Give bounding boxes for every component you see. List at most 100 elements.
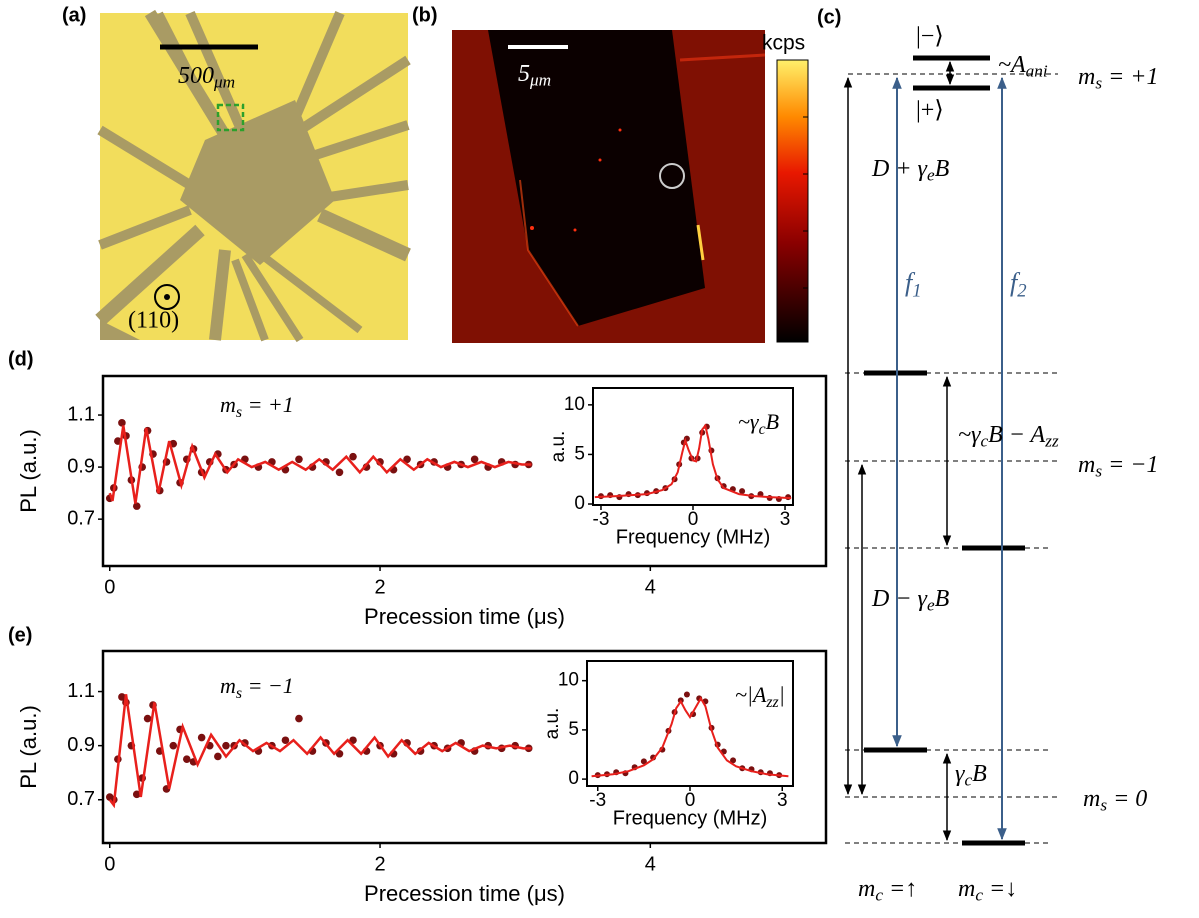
subscript: zz — [765, 694, 778, 711]
math-label: ~|Azz| — [735, 682, 785, 711]
data-point — [683, 691, 690, 698]
math-text: m — [1078, 452, 1095, 478]
x-tick-label: 4 — [645, 853, 656, 875]
data-point — [349, 452, 357, 461]
data-point — [730, 757, 737, 764]
panel-label: (a) — [62, 4, 86, 26]
math-text: ~A — [998, 52, 1026, 78]
math-text: 5 — [518, 61, 530, 87]
subscript: s — [236, 685, 242, 702]
data-point — [281, 736, 290, 745]
math-text: B — [972, 761, 987, 787]
math-text: B — [935, 156, 950, 182]
x-tick-label: 3 — [780, 509, 791, 530]
fit-line — [108, 425, 532, 504]
data-point — [470, 455, 479, 464]
data-point — [169, 741, 178, 750]
math-text: =↓ — [983, 876, 1017, 902]
panel-label: (d) — [8, 348, 34, 370]
math-text: γ — [955, 761, 965, 787]
data-point — [132, 790, 141, 799]
y-axis-label: PL (a.u.) — [16, 429, 41, 513]
math-text: m — [220, 392, 236, 417]
fit-line — [594, 423, 792, 500]
math-label: ~γcB — [738, 409, 779, 438]
plot-frame — [592, 387, 794, 506]
y-tick-label: 0 — [574, 493, 585, 514]
subscript: s — [1100, 796, 1107, 815]
subscript: s — [1095, 74, 1102, 93]
math-label: |−⟩ — [916, 24, 944, 50]
math-text: = +1 — [1102, 64, 1158, 90]
level-guides — [845, 73, 1058, 844]
math-text: ~|A — [735, 682, 767, 707]
subscript: s — [1095, 462, 1102, 481]
y-tick-label: 10 — [558, 670, 579, 691]
math-text: = −1 — [242, 673, 294, 698]
subscript: 1 — [912, 281, 921, 302]
pl-map — [452, 30, 766, 343]
y-tick-label: 5 — [574, 443, 585, 464]
optical-image — [95, 9, 411, 343]
y-tick-label: 5 — [568, 719, 579, 740]
x-tick-label: 0 — [688, 509, 699, 530]
math-label: ~Aani — [998, 52, 1048, 81]
math-text: D + γ — [871, 156, 928, 182]
y-tick-label: 0.9 — [67, 734, 95, 756]
math-text: ~γ — [958, 422, 981, 448]
x-axis-label: Frequency (MHz) — [616, 526, 770, 548]
math-label: ms = −1 — [1078, 452, 1158, 481]
subscript: c — [980, 432, 988, 451]
colorbar-ticks — [803, 116, 808, 289]
subscript: μm — [529, 71, 551, 90]
math-label: ms = −1 — [220, 673, 294, 702]
panel-label: (b) — [412, 4, 438, 26]
subscript: ani — [1026, 62, 1048, 81]
data-point — [640, 758, 647, 765]
x-axis-label: Precession time (μs) — [364, 604, 565, 629]
roi-box — [216, 103, 245, 132]
math-label: |+⟩ — [916, 98, 944, 124]
y-tick-label: 0.7 — [67, 507, 95, 529]
data-point — [118, 693, 126, 701]
math-label: ~γcB − Azz — [958, 422, 1059, 451]
fit-line — [108, 694, 532, 809]
math-text: = 0 — [1107, 786, 1147, 812]
data-point — [132, 502, 141, 510]
y-tick-label: 0 — [568, 768, 579, 789]
y-axis-label: a.u. — [548, 431, 569, 463]
x-tick-label: 0 — [104, 853, 115, 875]
math-label: D + γeB — [871, 156, 950, 185]
plot-frame — [586, 660, 794, 787]
data-point — [295, 714, 303, 723]
math-text: D − γ — [871, 586, 928, 612]
data-point — [143, 714, 152, 723]
fit-line — [591, 696, 789, 778]
math-text: f — [1010, 268, 1021, 297]
subscript: s — [236, 404, 242, 421]
math-text: = −1 — [1102, 452, 1158, 478]
math-text: B — [766, 409, 779, 434]
math-label: D − γeB — [871, 586, 950, 615]
math-label: ms = 0 — [1083, 786, 1147, 815]
subscript: μm — [213, 73, 235, 92]
x-tick-label: -3 — [593, 509, 610, 530]
x-tick-label: 0 — [685, 790, 696, 811]
math-label: f2 — [1010, 268, 1027, 302]
y-tick-label: 0.9 — [67, 455, 95, 477]
x-tick-label: 2 — [374, 576, 385, 598]
data-point — [214, 752, 222, 761]
panel-label: (c) — [817, 6, 841, 28]
math-label: ms = +1 — [1078, 64, 1158, 93]
x-axis-label: Precession time (μs) — [364, 881, 565, 906]
x-tick-label: 2 — [374, 853, 385, 875]
y-tick-label: 0.7 — [67, 788, 95, 810]
math-text: = +1 — [242, 392, 294, 417]
math-label: 5μm — [518, 61, 551, 90]
y-tick-label: 1.1 — [67, 403, 95, 425]
math-text: ~γ — [738, 409, 760, 434]
math-label: 500μm — [178, 63, 235, 92]
measurement-spot — [659, 163, 685, 189]
data-point — [222, 741, 230, 750]
